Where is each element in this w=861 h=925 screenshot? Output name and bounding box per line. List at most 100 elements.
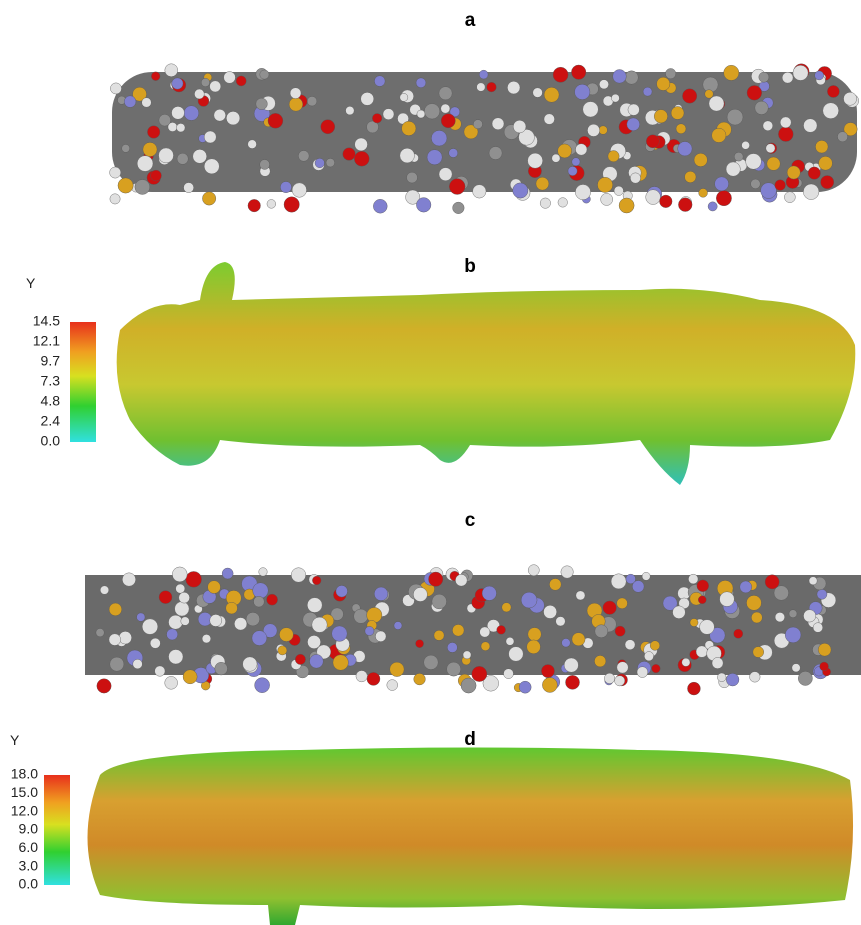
atom — [183, 670, 197, 684]
atom — [527, 640, 541, 654]
atom — [172, 567, 187, 582]
atom — [122, 144, 130, 152]
atom — [682, 89, 696, 103]
colorbar-tick-label: 6.0 — [19, 839, 39, 855]
atom — [687, 682, 700, 695]
atom — [473, 120, 482, 129]
atom — [224, 72, 236, 84]
atom — [785, 627, 801, 643]
atom — [544, 114, 555, 125]
atom — [808, 167, 820, 179]
atom — [793, 65, 808, 80]
atom — [259, 568, 268, 577]
atom — [625, 640, 635, 650]
atom — [118, 178, 133, 193]
atom — [575, 144, 587, 156]
atom — [416, 198, 431, 213]
atom — [568, 166, 577, 175]
atom — [365, 626, 374, 635]
atom — [763, 121, 773, 131]
atom — [708, 202, 717, 211]
atom — [100, 586, 109, 595]
atom — [513, 120, 526, 133]
atom — [416, 640, 424, 648]
atom — [678, 198, 692, 212]
atom — [753, 647, 764, 658]
atom — [497, 625, 506, 634]
atom — [502, 603, 511, 612]
atom — [463, 651, 471, 659]
atom — [552, 154, 560, 162]
atom — [234, 618, 247, 631]
panel-label: d — [464, 729, 476, 750]
atom — [627, 118, 640, 131]
atom — [110, 167, 121, 178]
atom — [705, 90, 714, 99]
atom — [513, 183, 528, 198]
atom — [124, 96, 136, 108]
atom — [734, 152, 743, 161]
atom — [150, 638, 160, 648]
atom — [792, 664, 800, 672]
atom — [307, 598, 322, 613]
atom — [147, 126, 160, 139]
atom — [236, 76, 246, 86]
colorbar-title: Y — [10, 732, 20, 748]
atom — [685, 171, 696, 182]
atom — [441, 104, 450, 113]
atom — [447, 662, 461, 676]
atom — [292, 183, 307, 198]
atom — [179, 592, 190, 603]
atom — [151, 72, 160, 81]
atom — [248, 140, 257, 149]
atom — [528, 565, 539, 576]
atom — [413, 587, 427, 601]
atom — [740, 581, 752, 593]
atom — [449, 148, 458, 157]
atom — [608, 151, 619, 162]
atom — [489, 146, 502, 159]
atom — [601, 193, 613, 205]
atom — [694, 153, 707, 166]
atom — [461, 678, 476, 693]
atom — [558, 144, 572, 158]
surface — [88, 748, 854, 925]
atom — [447, 642, 457, 652]
atom — [137, 156, 153, 172]
atom — [625, 71, 638, 84]
atom — [176, 584, 185, 593]
atom — [837, 132, 847, 142]
colorbar-tick-label: 9.0 — [19, 821, 39, 837]
atom — [626, 574, 636, 584]
atom — [109, 634, 121, 646]
atom — [226, 111, 240, 125]
atom — [599, 126, 608, 135]
atom — [652, 664, 661, 673]
atom — [761, 183, 777, 199]
atom — [204, 131, 216, 143]
figure: a b c d Y Y 14.512.19.77.34.82.40.018.01… — [0, 0, 861, 925]
atom — [255, 678, 270, 693]
atom — [402, 121, 416, 135]
atom — [119, 631, 132, 644]
atom — [575, 184, 590, 199]
atom — [332, 626, 348, 642]
colorbar-title: Y — [26, 275, 36, 291]
atom — [597, 177, 612, 192]
atom — [172, 106, 185, 119]
atom — [253, 583, 269, 599]
atom — [202, 634, 211, 643]
atom — [394, 622, 402, 630]
atom — [766, 144, 775, 153]
atom — [473, 185, 486, 198]
atom — [575, 84, 590, 99]
atom — [751, 612, 762, 623]
atom — [583, 102, 599, 118]
atom — [654, 110, 667, 123]
atom — [650, 641, 660, 651]
atom — [509, 647, 524, 662]
atom — [315, 158, 324, 167]
atom — [181, 617, 190, 626]
atom — [784, 192, 795, 203]
atom — [487, 82, 497, 92]
